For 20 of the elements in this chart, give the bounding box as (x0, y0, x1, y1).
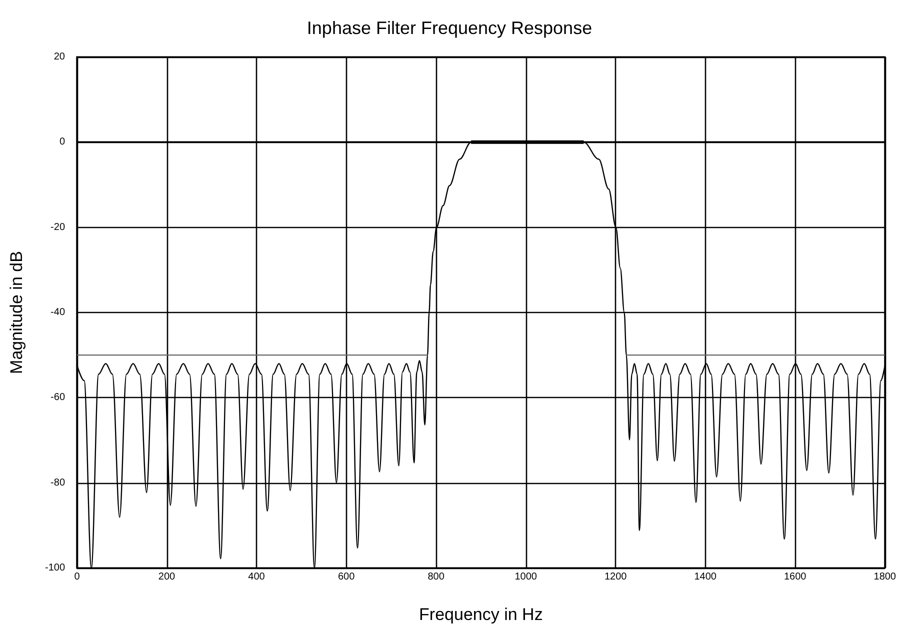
y-tick-label: -80 (50, 477, 66, 488)
y-tick-label: 20 (54, 52, 66, 62)
x-tick-label: 200 (158, 572, 176, 582)
x-tick-label: 400 (248, 572, 266, 582)
x-tick-label: 1800 (874, 572, 896, 582)
x-tick-label: 1600 (784, 572, 807, 582)
x-tick-label: 1400 (694, 572, 717, 582)
x-tick-label: 600 (338, 572, 356, 582)
x-tick-label: 800 (428, 572, 445, 582)
y-tick-label: -100 (44, 562, 66, 574)
y-axis-title: Magnitude in dB (7, 251, 26, 374)
y-tick-label: -40 (50, 307, 66, 318)
y-tick-label: 0 (59, 136, 66, 148)
chart-title: Inphase Filter Frequency Response (306, 18, 592, 38)
x-tick-label: 1200 (604, 572, 628, 582)
y-tick-label: -60 (50, 392, 66, 404)
y-tick-label: -20 (50, 222, 66, 233)
x-tick-label: 0 (74, 572, 80, 582)
x-tick-label: 1000 (514, 572, 538, 582)
x-axis-title: Frequency in Hz (419, 605, 543, 624)
